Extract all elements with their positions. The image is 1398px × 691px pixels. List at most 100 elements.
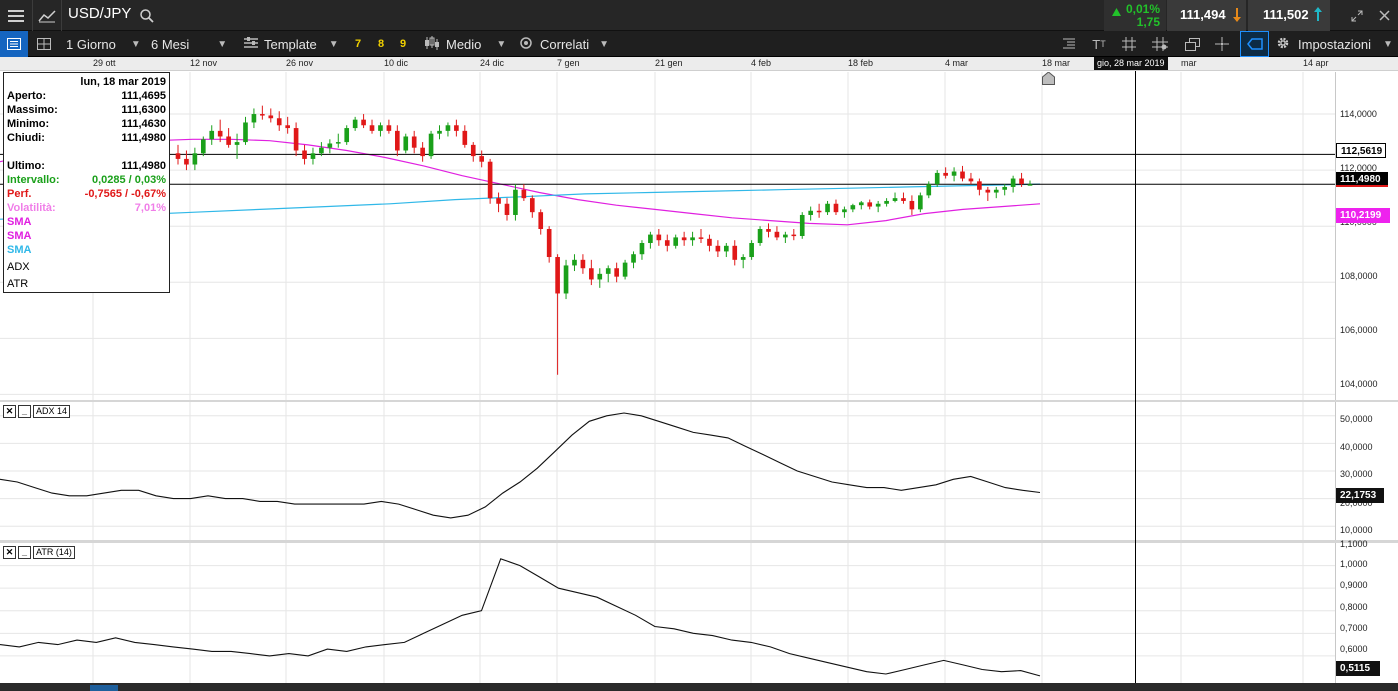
interval-value: 0,0285 / 0,03% [91, 174, 166, 186]
event-marker-icon[interactable] [1042, 71, 1055, 90]
grid-icon[interactable] [1118, 31, 1140, 57]
atr-label[interactable]: ATR (14) [33, 546, 75, 559]
scroll-thumb[interactable] [90, 685, 118, 691]
instrument-symbol[interactable]: USD/JPY [68, 5, 132, 22]
candle-body [521, 189, 527, 199]
top-bar: USD/JPY 0,01% 1,75 111,494 111,502 [0, 0, 1398, 31]
candle-body [985, 189, 991, 193]
open-value: 111,4695 [121, 90, 166, 102]
candle-body [428, 133, 434, 157]
price-panel[interactable]: 114,0000 112,0000 110,0000 108,0000 106,… [0, 71, 1398, 400]
expand-icon[interactable] [1345, 0, 1369, 31]
date-label: 4 mar [945, 58, 969, 68]
date-label: 18 mar [1042, 58, 1071, 68]
candle-body [901, 198, 906, 201]
candle-body [1027, 184, 1033, 186]
template-7-button[interactable]: 7 [355, 31, 361, 57]
interval-label: Intervallo: [7, 174, 60, 186]
candle-body [723, 245, 729, 252]
settings-button[interactable]: Impostazioni ▼ [1276, 31, 1393, 57]
candle-body [648, 234, 653, 244]
template-8-button[interactable]: 8 [378, 31, 384, 57]
template-9-button[interactable]: 9 [400, 31, 406, 57]
candle-body [352, 119, 358, 129]
close-icon[interactable]: ✕ [3, 546, 16, 559]
candle-body [1019, 178, 1024, 185]
adx-axis-label: 50,0000 [1340, 414, 1373, 424]
candle-body [968, 178, 974, 182]
candle-body [378, 125, 383, 131]
candle-body [783, 234, 788, 238]
interval-dropdown[interactable]: 1 Giorno ▼ [66, 31, 141, 57]
close-icon[interactable] [1372, 0, 1396, 31]
template-9-label: 9 [400, 38, 407, 50]
text-lines-icon[interactable] [1058, 31, 1080, 57]
chart-toolbar: 1 Giorno ▼ 6 Mesi ▼ Template ▼ 7 8 9 Med… [0, 31, 1398, 57]
candle-body [260, 114, 265, 116]
crosshair-icon[interactable] [1210, 31, 1234, 57]
candle-body [268, 115, 274, 119]
candle-body [597, 273, 603, 280]
candlestick-icon [424, 35, 440, 53]
info-date-row: lun, 18 mar 2019 [7, 76, 166, 90]
search-icon[interactable] [137, 0, 157, 31]
volatility-label: Volatilità: [7, 202, 56, 214]
candle-body [614, 268, 619, 277]
candle-body [605, 268, 611, 274]
template-dropdown[interactable]: Template ▼ [244, 31, 339, 57]
minimize-icon[interactable]: _ [18, 405, 31, 418]
minimize-icon[interactable]: _ [18, 546, 31, 559]
candle-body [833, 203, 839, 213]
buy-price-button[interactable]: 111,502 [1248, 0, 1330, 31]
candle-body [799, 214, 805, 236]
chart-line-icon[interactable] [33, 0, 61, 31]
candle-body [749, 243, 754, 258]
candle-body [192, 153, 198, 165]
chevron-down-icon: ▼ [217, 38, 228, 50]
adx-panel[interactable]: 50,0000 40,0000 30,0000 20,0000 10,0000 … [0, 402, 1398, 540]
panel-divider[interactable] [0, 400, 1398, 403]
range-dropdown[interactable]: 6 Mesi ▼ [151, 31, 227, 57]
adx-axis-label: 40,0000 [1340, 442, 1373, 452]
candle-body [437, 130, 442, 134]
candle-body [386, 125, 392, 131]
candle-body [757, 228, 763, 244]
candle-body [850, 205, 856, 210]
menu-icon[interactable] [0, 0, 32, 31]
layout-icon[interactable] [30, 31, 58, 57]
arrow-up-icon [1314, 7, 1322, 26]
candle-body [538, 212, 544, 229]
windows-icon[interactable] [1180, 31, 1204, 57]
sell-price-button[interactable]: 111,494 [1167, 0, 1246, 31]
price-axis-label: 112,0000 [1340, 163, 1377, 173]
sma-legend-1: SMA [7, 216, 166, 230]
candle-body [943, 172, 948, 176]
high-label: Massimo: [7, 104, 58, 116]
change-points: 1,75 [1136, 15, 1160, 29]
atr-axis-label: 0,8000 [1340, 602, 1368, 612]
tag-icon[interactable] [1240, 31, 1269, 57]
candle-body [293, 128, 299, 151]
candle-body [808, 210, 813, 215]
close-icon[interactable]: ✕ [3, 405, 16, 418]
atr-panel[interactable]: 1,1000 1,0000 0,9000 0,8000 0,7000 0,600… [0, 539, 1398, 683]
info-high-row: Massimo: 111,6300 [7, 104, 166, 118]
date-label: 12 nov [190, 58, 218, 68]
adx-label[interactable]: ADX 14 [33, 405, 71, 418]
chart-type-dropdown[interactable]: Medio ▼ [424, 31, 506, 57]
candle-body [673, 237, 679, 246]
adx-chart [0, 402, 1335, 540]
panel-divider[interactable] [0, 540, 1398, 543]
candle-body [842, 209, 847, 213]
price-chart[interactable] [0, 72, 1398, 400]
bottom-scrollbar[interactable] [0, 683, 1398, 691]
list-view-icon[interactable] [0, 31, 28, 57]
candle-body [462, 130, 468, 145]
crosshair-grid-icon[interactable] [1148, 31, 1172, 57]
adx-current-tag: 22,1753 [1336, 488, 1384, 503]
candle-body [934, 172, 940, 185]
correlated-dropdown[interactable]: Correlati ▼ [520, 31, 609, 57]
candle-body [319, 147, 324, 154]
candle-body [395, 130, 400, 151]
